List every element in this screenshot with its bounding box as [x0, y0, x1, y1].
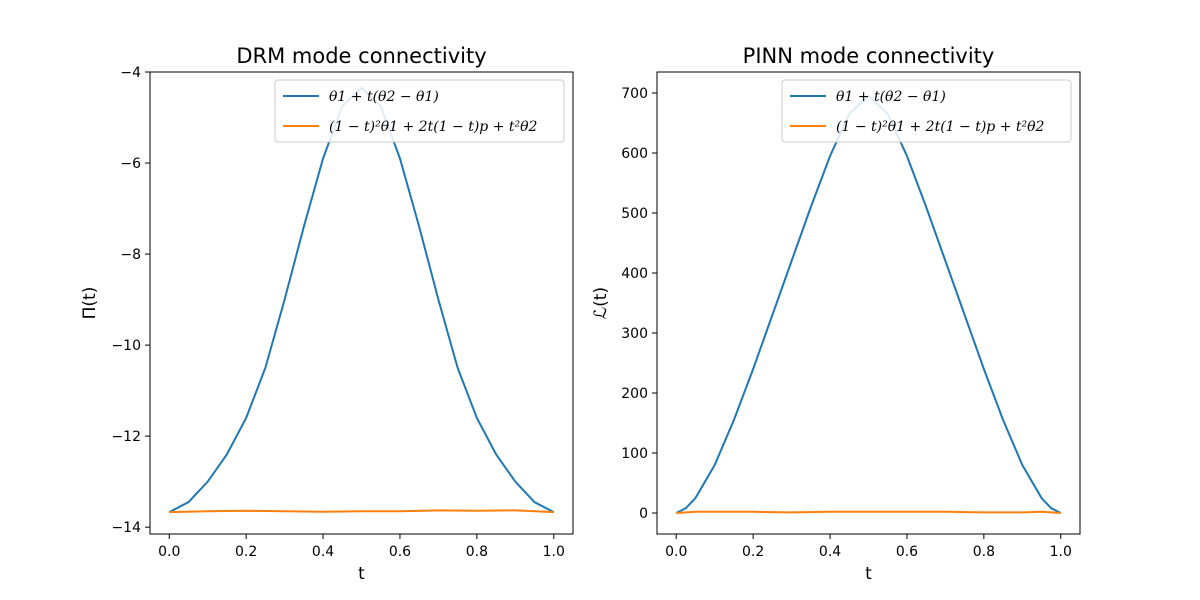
drm-legend-box — [274, 79, 565, 143]
drm-y-tick-label: −8 — [120, 247, 141, 263]
drm-y-axis-label: Π(t) — [80, 287, 100, 320]
drm-y-tick-label: −12 — [111, 429, 141, 445]
pinn-legend-label-1: θ1 + t(θ2 − θ1) — [836, 89, 946, 105]
pinn-y-tick-label: 300 — [621, 326, 648, 342]
pinn-x-axis-label: t — [865, 564, 872, 584]
drm-x-tick-label: 0.2 — [235, 544, 257, 560]
drm-x-tick-label: 0.0 — [158, 544, 180, 560]
pinn-y-tick-label: 700 — [621, 86, 648, 102]
drm-legend-label-1: θ1 + t(θ2 − θ1) — [329, 89, 439, 105]
pinn-y-tick-label: 500 — [621, 206, 648, 222]
drm-y-tick-label: −6 — [120, 156, 141, 172]
pinn-x-tick-label: 0.6 — [896, 544, 918, 560]
pinn-legend: θ1 + t(θ2 − θ1) (1 − t)²θ1 + 2t(1 − t)p +… — [781, 79, 1072, 143]
pinn-x-tick-label: 0.0 — [665, 544, 687, 560]
drm-y-tick-label: −10 — [111, 338, 141, 354]
pinn-x-tick-label: 0.4 — [819, 544, 841, 560]
pinn-chart-panel: PINN mode connectivity 0.0 0.2 0.4 0.6 0.8 1.0… — [591, 44, 1081, 584]
pinn-axes-frame — [656, 71, 1081, 535]
pinn-series-line-2 — [676, 510, 1061, 514]
pinn-y-tick-label: 600 — [621, 146, 648, 162]
drm-axes-frame — [149, 71, 574, 535]
drm-y-tick-label: −14 — [111, 520, 141, 536]
pinn-y-tick-label: 200 — [621, 386, 648, 402]
drm-chart-panel: DRM mode connectivity 0.0 0.2 0.4 0.6 0.8 1.0 −… — [80, 44, 574, 584]
drm-series-line-2 — [169, 509, 554, 514]
drm-legend-label-2: (1 − t)²θ1 + 2t(1 − t)p + t²θ2 — [329, 119, 538, 135]
pinn-legend-box — [781, 79, 1072, 143]
pinn-chart-title: PINN mode connectivity — [743, 44, 995, 68]
drm-x-tick-label: 0.8 — [466, 544, 488, 560]
drm-y-tick-label: −4 — [120, 65, 141, 81]
pinn-y-tick-label: 100 — [621, 446, 648, 462]
drm-x-tick-label: 0.6 — [389, 544, 411, 560]
pinn-x-tick-label: 0.2 — [742, 544, 764, 560]
pinn-legend-label-2: (1 − t)²θ1 + 2t(1 − t)p + t²θ2 — [836, 119, 1045, 135]
pinn-x-tick-label: 1.0 — [1050, 544, 1072, 560]
drm-chart-title: DRM mode connectivity — [236, 44, 486, 68]
drm-x-tick-label: 1.0 — [543, 544, 565, 560]
pinn-x-tick-label: 0.8 — [973, 544, 995, 560]
drm-x-tick-label: 0.4 — [312, 544, 334, 560]
pinn-y-axis-label: ℒ(t) — [591, 287, 611, 319]
pinn-y-tick-label: 400 — [621, 266, 648, 282]
drm-legend: θ1 + t(θ2 − θ1) (1 − t)²θ1 + 2t(1 − t)p +… — [274, 79, 565, 143]
pinn-y-tick-label: 0 — [639, 506, 648, 522]
drm-x-axis-label: t — [358, 564, 365, 584]
